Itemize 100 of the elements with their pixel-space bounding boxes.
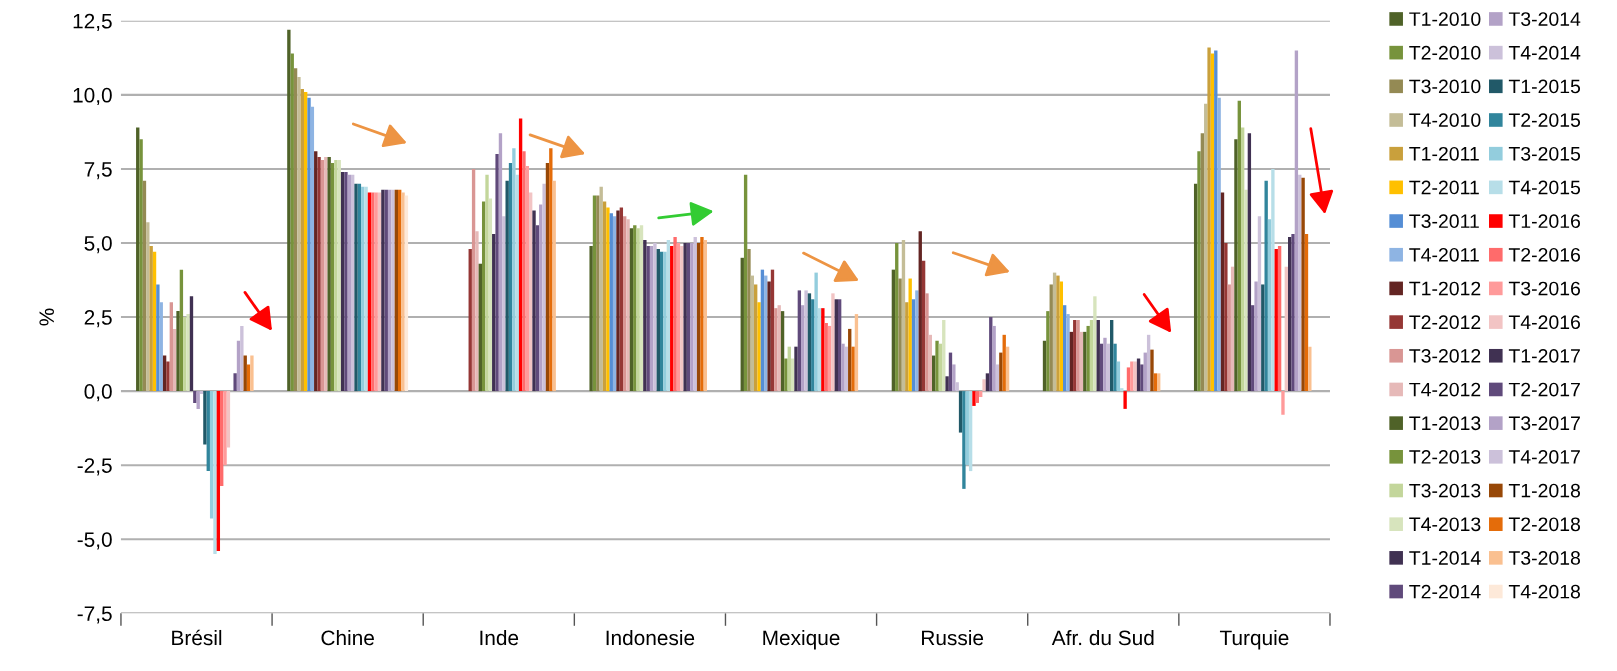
y-tick-label: 0,0: [84, 384, 112, 402]
bar: [1113, 343, 1117, 392]
bar: [992, 325, 996, 392]
bar: [1059, 281, 1063, 392]
bar: [193, 391, 197, 403]
legend-label: T2-2011: [1409, 180, 1479, 195]
y-tick-label: 10,0: [73, 87, 112, 106]
legend-label: T3-2013: [1409, 483, 1481, 498]
bar: [606, 207, 610, 392]
bar: [747, 248, 751, 392]
legend-label: T2-2016: [1508, 247, 1580, 262]
bar: [1086, 325, 1090, 392]
bar: [1254, 281, 1258, 392]
bar: [1207, 47, 1211, 392]
y-tick-label: 2,5: [84, 310, 112, 328]
bar: [505, 180, 509, 392]
bar: [176, 311, 180, 392]
legend-label: T3-2017: [1508, 416, 1580, 431]
bar: [837, 299, 842, 392]
bar: [935, 340, 939, 392]
bar: [945, 376, 949, 392]
legend-label: T4-2010: [1409, 113, 1481, 127]
x-tick-label: Indonesie: [606, 629, 695, 646]
legend-label: T1-2012: [1409, 281, 1481, 296]
bar: [1271, 168, 1275, 392]
bar: [317, 157, 321, 392]
x-tick-label: Inde: [480, 629, 519, 646]
bar: [475, 231, 479, 392]
bar: [1116, 361, 1121, 392]
y-tick-label: -5,0: [77, 532, 112, 550]
bar: [220, 391, 224, 486]
legend-label: T3-2010: [1409, 79, 1481, 94]
bar: [1224, 242, 1228, 392]
bar: [297, 77, 301, 392]
bar: [690, 242, 694, 392]
legend-label: T2-2013: [1409, 450, 1481, 464]
bar: [1217, 97, 1221, 392]
bar: [240, 325, 244, 392]
legend-label: T3-2011: [1409, 214, 1479, 229]
legend-label: T1-2017: [1508, 348, 1580, 363]
legend-label: T3-2014: [1508, 12, 1581, 26]
legend-label: T3-2018: [1508, 551, 1581, 565]
legend-label: T1-2013: [1409, 416, 1481, 431]
bar: [223, 391, 227, 466]
bar: [307, 97, 311, 392]
bar: [199, 391, 204, 395]
legend-label: T1-2016: [1508, 214, 1580, 229]
bar: [1234, 139, 1238, 392]
legend-label: T4-2016: [1508, 315, 1580, 330]
bar: [156, 284, 160, 392]
x-tick-label: Turquie: [1219, 629, 1289, 650]
bar: [982, 379, 986, 392]
bar: [233, 373, 237, 392]
bar: [794, 346, 798, 392]
bar: [784, 358, 788, 392]
bar: [522, 151, 526, 392]
bar: [821, 308, 825, 392]
bar: [958, 391, 963, 433]
bar: [589, 245, 593, 392]
bar: [542, 183, 546, 392]
bar: [485, 174, 489, 392]
bar: [532, 210, 536, 392]
bar: [797, 290, 802, 392]
bar: [767, 281, 771, 392]
bar: [955, 382, 959, 392]
legend-label: T4-2011: [1409, 247, 1479, 262]
bar: [1123, 391, 1127, 409]
bar: [287, 29, 291, 392]
bar: [139, 139, 143, 392]
y-tick-label: 7,5: [84, 162, 112, 180]
bar: [814, 272, 818, 392]
legend-label: T4-2015: [1508, 180, 1581, 195]
bar: [925, 293, 929, 392]
x-tick-label: Russie: [922, 629, 984, 646]
x-tick-label: Mexique: [763, 629, 840, 650]
bar: [1103, 337, 1107, 392]
legend-label: T4-2014: [1508, 45, 1581, 60]
x-tick-label: Chine: [321, 629, 374, 646]
legend-label: T4-2018: [1508, 584, 1581, 599]
legend-label: T2-2010: [1409, 45, 1481, 60]
bar: [972, 391, 976, 406]
bar: [1157, 373, 1161, 392]
bar: [495, 154, 499, 392]
bar: [159, 302, 163, 392]
legend-label: T2-2014: [1409, 584, 1481, 599]
bar: [166, 361, 170, 392]
bar: [673, 237, 677, 392]
bar: [1150, 349, 1154, 392]
bar: [1153, 373, 1158, 392]
bar: [1244, 189, 1248, 392]
bar: [196, 391, 200, 409]
y-axis-title: %: [39, 308, 54, 326]
bar: [754, 284, 758, 392]
bar: [250, 355, 254, 392]
bar: [807, 293, 812, 392]
bar: [811, 299, 815, 392]
legend-label: T4-2017: [1508, 450, 1580, 464]
bar: [952, 364, 956, 392]
legend-label: T2-2015: [1508, 113, 1581, 127]
bar: [1197, 151, 1201, 392]
